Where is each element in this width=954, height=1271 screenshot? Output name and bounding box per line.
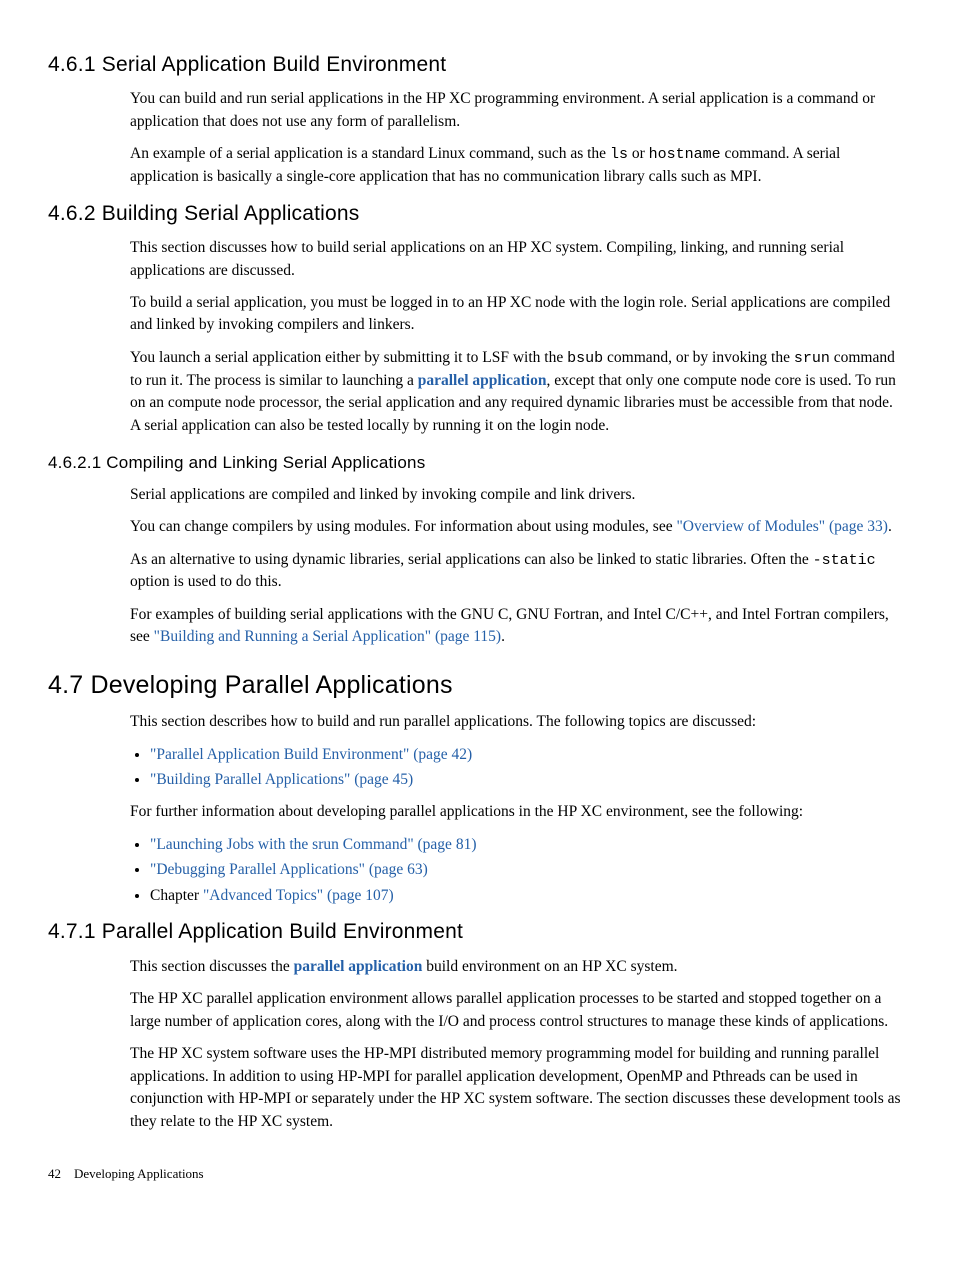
text: . xyxy=(888,518,892,535)
list-item: "Parallel Application Build Environment"… xyxy=(150,744,906,766)
paragraph: This section discusses the parallel appl… xyxy=(130,956,906,978)
page-footer: 42 Developing Applications xyxy=(48,1165,906,1184)
paragraph: An example of a serial application is a … xyxy=(130,143,906,188)
link-overview-modules[interactable]: "Overview of Modules" (page 33) xyxy=(676,518,888,535)
topic-list-1: "Parallel Application Build Environment"… xyxy=(130,744,906,792)
text: . xyxy=(501,628,505,645)
text: This section discusses the xyxy=(130,958,294,975)
list-item: "Building Parallel Applications" (page 4… xyxy=(150,769,906,791)
paragraph: For examples of building serial applicat… xyxy=(130,604,906,649)
heading-4-7-1: 4.7.1 Parallel Application Build Environ… xyxy=(48,917,906,947)
text: As an alternative to using dynamic libra… xyxy=(130,551,813,568)
text: You can change compilers by using module… xyxy=(130,518,676,535)
heading-4-7: 4.7 Developing Parallel Applications xyxy=(48,667,906,703)
text: build environment on an HP XC system. xyxy=(422,958,677,975)
code-ls: ls xyxy=(610,146,628,163)
link-parallel-build-env[interactable]: "Parallel Application Build Environment"… xyxy=(150,746,472,763)
list-item: "Launching Jobs with the srun Command" (… xyxy=(150,834,906,856)
paragraph: You can change compilers by using module… xyxy=(130,516,906,538)
code-bsub: bsub xyxy=(567,350,603,367)
code-static: -static xyxy=(813,552,876,569)
paragraph: You can build and run serial application… xyxy=(130,88,906,133)
link-building-parallel[interactable]: "Building Parallel Applications" (page 4… xyxy=(150,771,413,788)
topic-list-2: "Launching Jobs with the srun Command" (… xyxy=(130,834,906,907)
text: Chapter xyxy=(150,887,203,904)
heading-4-6-1: 4.6.1 Serial Application Build Environme… xyxy=(48,50,906,80)
link-parallel-application[interactable]: parallel application xyxy=(418,372,547,389)
paragraph: The HP XC system software uses the HP-MP… xyxy=(130,1043,906,1133)
paragraph: As an alternative to using dynamic libra… xyxy=(130,549,906,594)
paragraph: This section discusses how to build seri… xyxy=(130,237,906,282)
text: or xyxy=(628,145,649,162)
paragraph: Serial applications are compiled and lin… xyxy=(130,484,906,506)
paragraph: To build a serial application, you must … xyxy=(130,292,906,337)
link-launching-jobs[interactable]: "Launching Jobs with the srun Command" (… xyxy=(150,836,476,853)
page-number: 42 xyxy=(48,1166,61,1181)
link-parallel-application-term[interactable]: parallel application xyxy=(294,958,423,975)
text: An example of a serial application is a … xyxy=(130,145,610,162)
text: You launch a serial application either b… xyxy=(130,349,567,366)
paragraph: For further information about developing… xyxy=(130,801,906,823)
heading-4-6-2-1: 4.6.2.1 Compiling and Linking Serial App… xyxy=(48,451,906,476)
heading-4-6-2: 4.6.2 Building Serial Applications xyxy=(48,199,906,229)
chapter-title: Developing Applications xyxy=(74,1166,204,1181)
code-srun: srun xyxy=(794,350,830,367)
link-building-serial[interactable]: "Building and Running a Serial Applicati… xyxy=(154,628,501,645)
code-hostname: hostname xyxy=(649,146,721,163)
paragraph: The HP XC parallel application environme… xyxy=(130,988,906,1033)
text: command, or by invoking the xyxy=(603,349,794,366)
text: option is used to do this. xyxy=(130,573,282,590)
paragraph: This section describes how to build and … xyxy=(130,711,906,733)
paragraph: You launch a serial application either b… xyxy=(130,347,906,437)
link-debugging-parallel[interactable]: "Debugging Parallel Applications" (page … xyxy=(150,861,428,878)
list-item: "Debugging Parallel Applications" (page … xyxy=(150,859,906,881)
link-advanced-topics[interactable]: "Advanced Topics" (page 107) xyxy=(203,887,394,904)
list-item: Chapter "Advanced Topics" (page 107) xyxy=(150,885,906,907)
